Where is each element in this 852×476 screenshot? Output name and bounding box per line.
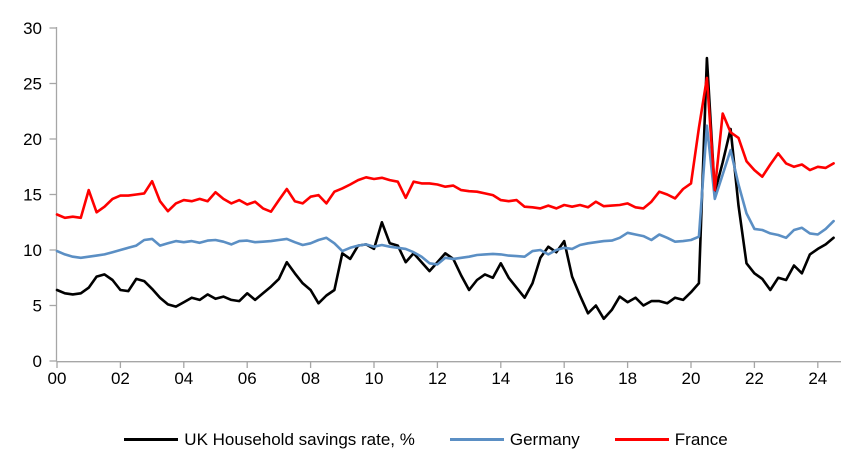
germany-line-swatch (449, 437, 504, 441)
x-axis-tick-label: 20 (682, 369, 701, 388)
germany-legend-label: Germany (509, 429, 580, 449)
x-axis-tick-label: 00 (48, 369, 67, 388)
x-axis-tick-label: 24 (808, 369, 827, 388)
france-legend-label: France (674, 429, 728, 449)
x-axis-tick-label: 16 (555, 369, 574, 388)
x-axis-tick-label: 12 (428, 369, 447, 388)
legend-item-france: France (614, 429, 728, 449)
x-axis-tick-label: 04 (174, 369, 193, 388)
legend-item-uk: UK Household savings rate, % (124, 431, 415, 448)
germany-series-line (55, 124, 835, 266)
legend-item-germany: Germany (449, 429, 580, 449)
x-axis-tick-label: 14 (491, 369, 510, 388)
uk-series-line (55, 56, 835, 321)
y-axis-tick-label: 0 (33, 352, 42, 371)
x-axis-tick-label: 10 (365, 369, 384, 388)
y-axis-tick-label: 10 (23, 241, 42, 260)
x-axis-tick-label: 06 (238, 369, 257, 388)
x-axis-tick-label: 02 (111, 369, 130, 388)
uk-legend-label: UK Household savings rate, % (184, 429, 415, 449)
x-axis-tick-label: 08 (301, 369, 320, 388)
uk-line-swatch (124, 437, 179, 441)
y-axis-tick-label: 15 (23, 186, 42, 205)
y-axis-tick-label: 25 (23, 75, 42, 94)
y-axis-tick-label: 5 (33, 297, 42, 316)
x-axis-tick-label: 18 (618, 369, 637, 388)
chart-legend: UK Household savings rate, % Germany Fra… (0, 423, 852, 455)
x-axis-tick-label: 22 (745, 369, 764, 388)
y-axis-tick-label: 30 (23, 19, 42, 38)
france-line-swatch (614, 437, 669, 441)
savings-rate-chart: 0 5 10 15 20 25 30 00 02 04 06 08 10 12 14 16 18 20 22 24 (23, 19, 841, 388)
france-series-line (55, 76, 835, 220)
y-axis-tick-label: 20 (23, 130, 42, 149)
